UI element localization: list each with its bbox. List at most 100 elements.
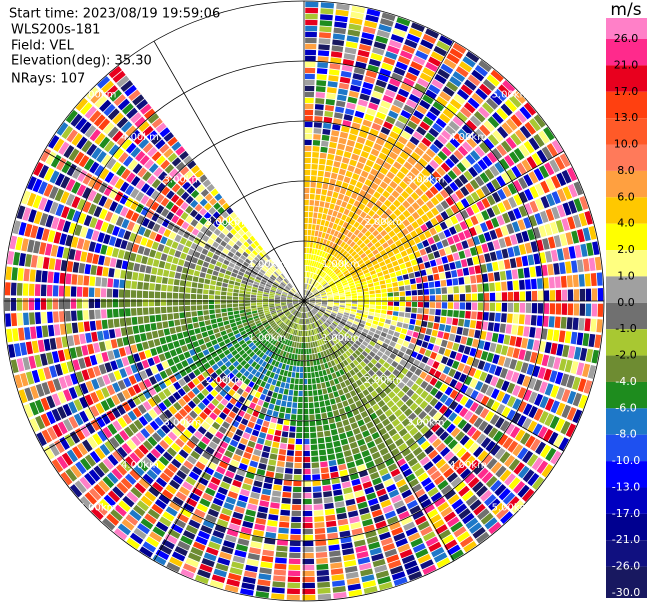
radar-gate bbox=[458, 485, 470, 497]
radar-gate bbox=[316, 425, 323, 432]
radar-gate bbox=[410, 313, 417, 319]
radar-gate bbox=[18, 327, 25, 341]
radar-gate bbox=[71, 322, 79, 334]
radar-gate bbox=[192, 541, 206, 551]
radar-gate bbox=[183, 460, 194, 470]
radar-gate bbox=[474, 175, 485, 187]
radar-gate bbox=[264, 382, 271, 390]
radar-gate bbox=[304, 306, 306, 313]
radar-gate bbox=[365, 276, 372, 281]
radar-gate bbox=[311, 372, 316, 378]
radar-gate bbox=[345, 245, 352, 252]
radar-gate bbox=[269, 306, 275, 310]
radar-gate bbox=[224, 360, 232, 368]
radar-gate bbox=[448, 412, 458, 422]
radar-gate bbox=[261, 368, 268, 375]
radar-gate bbox=[274, 302, 281, 304]
radar-gate bbox=[255, 276, 262, 281]
radar-gate bbox=[125, 317, 132, 326]
radar-gate bbox=[362, 389, 370, 397]
radar-gate bbox=[295, 336, 298, 342]
radar-gate bbox=[264, 363, 271, 370]
radar-gate bbox=[287, 346, 291, 353]
radar-gate bbox=[149, 231, 157, 240]
radar-gate bbox=[444, 158, 455, 169]
radar-gate bbox=[316, 569, 329, 576]
radar-gate bbox=[336, 349, 342, 356]
radar-gate bbox=[264, 323, 270, 329]
radar-gate bbox=[357, 99, 368, 107]
radar-gate bbox=[197, 530, 211, 540]
radar-gate bbox=[80, 425, 91, 438]
radar-gate bbox=[265, 349, 271, 356]
radar-gate bbox=[443, 435, 454, 446]
radar-gate bbox=[308, 318, 311, 324]
radar-gate bbox=[316, 313, 322, 318]
radar-gate bbox=[405, 398, 414, 407]
radar-gate bbox=[378, 581, 393, 591]
radar-gate bbox=[528, 171, 539, 184]
radar-gate bbox=[276, 308, 282, 311]
radar-gate bbox=[363, 455, 373, 463]
radar-gate bbox=[422, 314, 429, 321]
radar-gate bbox=[4, 297, 11, 312]
radar-gate bbox=[293, 310, 297, 315]
radar-gate bbox=[518, 349, 526, 361]
radar-gate bbox=[25, 341, 34, 355]
radar-gate bbox=[305, 290, 308, 296]
radar-gate bbox=[411, 462, 422, 472]
radar-gate bbox=[210, 456, 220, 465]
radar-gate bbox=[572, 376, 581, 391]
radar-gate bbox=[81, 345, 89, 356]
radar-gate bbox=[229, 357, 237, 364]
radar-gate bbox=[275, 399, 282, 406]
radar-gate bbox=[342, 282, 349, 286]
radar-gate bbox=[328, 270, 334, 276]
radar-gate bbox=[495, 465, 507, 478]
radar-gate bbox=[74, 480, 87, 494]
radar-gate bbox=[410, 350, 418, 359]
radar-gate bbox=[308, 330, 311, 336]
radar-gate bbox=[345, 301, 352, 304]
radar-gate bbox=[506, 223, 515, 235]
radar-gate bbox=[378, 467, 389, 476]
radar-gate bbox=[401, 489, 413, 499]
radar-gate bbox=[546, 143, 558, 157]
radar-gate bbox=[364, 325, 371, 331]
radar-gate bbox=[489, 251, 497, 262]
radar-gate bbox=[312, 480, 321, 486]
radar-gate bbox=[391, 526, 404, 536]
radar-gate bbox=[46, 284, 53, 297]
radar-gate bbox=[425, 89, 438, 100]
radar-gate bbox=[313, 315, 318, 321]
radar-gate bbox=[369, 503, 381, 512]
radar-gate bbox=[432, 412, 442, 422]
radar-gate bbox=[258, 412, 266, 420]
radar-gate bbox=[195, 416, 204, 425]
radar-gate bbox=[315, 275, 319, 281]
radar-gate bbox=[424, 230, 432, 239]
radar-gate bbox=[341, 125, 350, 133]
radar-gate bbox=[258, 351, 265, 358]
radar-gate bbox=[318, 277, 323, 283]
radar-gate bbox=[325, 442, 334, 449]
radar-gate bbox=[285, 311, 290, 316]
radar-gate bbox=[340, 438, 349, 446]
radar-gate bbox=[336, 282, 342, 287]
radar-gate bbox=[324, 233, 330, 240]
radar-gate bbox=[316, 249, 321, 256]
radar-gate bbox=[352, 427, 361, 435]
radar-gate bbox=[250, 344, 257, 351]
radar-gate bbox=[181, 324, 188, 332]
radar-gate bbox=[428, 449, 439, 460]
radar-gate bbox=[321, 189, 328, 196]
radar-gate bbox=[433, 45, 447, 57]
radar-gate bbox=[481, 210, 490, 221]
radar-gate bbox=[218, 460, 229, 470]
radar-gate bbox=[150, 347, 158, 357]
radar-gate bbox=[288, 558, 301, 565]
radar-gate bbox=[369, 290, 375, 295]
radar-gate bbox=[428, 541, 442, 553]
radar-gate bbox=[8, 344, 16, 358]
radar-gate bbox=[92, 253, 100, 265]
